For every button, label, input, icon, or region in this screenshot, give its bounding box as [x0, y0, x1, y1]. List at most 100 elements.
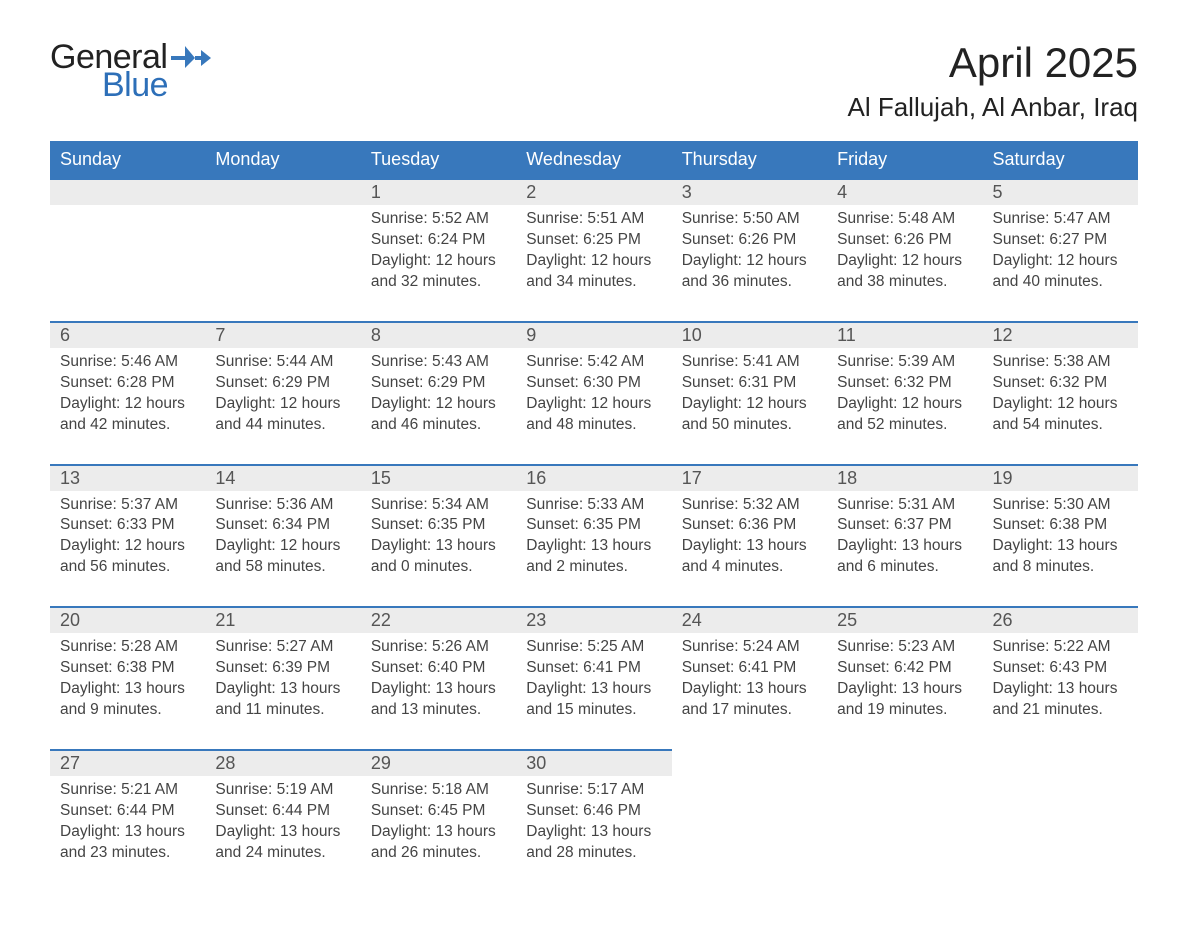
sunrise-line: Sunrise: 5:28 AM — [60, 637, 195, 658]
daylight-line: Daylight: 12 hours and 54 minutes. — [993, 394, 1128, 436]
daylight-line: Daylight: 13 hours and 2 minutes. — [526, 536, 661, 578]
day-number-cell: 12 — [983, 322, 1138, 348]
daylight-line: Daylight: 12 hours and 56 minutes. — [60, 536, 195, 578]
day-number-cell: 29 — [361, 750, 516, 776]
day-number-cell — [983, 750, 1138, 776]
week-daynum-row: 13141516171819 — [50, 465, 1138, 491]
day-data-cell: Sunrise: 5:28 AMSunset: 6:38 PMDaylight:… — [50, 633, 205, 750]
day-number-cell — [50, 179, 205, 205]
sunrise-line: Sunrise: 5:21 AM — [60, 780, 195, 801]
day-number-cell: 27 — [50, 750, 205, 776]
sunset-line: Sunset: 6:38 PM — [60, 658, 195, 679]
daylight-line: Daylight: 13 hours and 24 minutes. — [215, 822, 350, 864]
daylight-line: Daylight: 12 hours and 40 minutes. — [993, 251, 1128, 293]
sunset-line: Sunset: 6:26 PM — [837, 230, 972, 251]
day-data-cell: Sunrise: 5:52 AMSunset: 6:24 PMDaylight:… — [361, 205, 516, 322]
sunrise-line: Sunrise: 5:47 AM — [993, 209, 1128, 230]
sunset-line: Sunset: 6:27 PM — [993, 230, 1128, 251]
brand-word-blue: Blue — [102, 68, 168, 102]
sunset-line: Sunset: 6:29 PM — [215, 373, 350, 394]
weekday-header: Sunday — [50, 141, 205, 179]
sunset-line: Sunset: 6:35 PM — [371, 515, 506, 536]
week-data-row: Sunrise: 5:46 AMSunset: 6:28 PMDaylight:… — [50, 348, 1138, 465]
day-data-cell: Sunrise: 5:48 AMSunset: 6:26 PMDaylight:… — [827, 205, 982, 322]
sunrise-line: Sunrise: 5:32 AM — [682, 495, 817, 516]
brand-logo: General Blue — [50, 40, 213, 102]
day-number-cell: 15 — [361, 465, 516, 491]
day-data-cell: Sunrise: 5:51 AMSunset: 6:25 PMDaylight:… — [516, 205, 671, 322]
calendar-table: SundayMondayTuesdayWednesdayThursdayFrid… — [50, 141, 1138, 891]
day-data-cell: Sunrise: 5:42 AMSunset: 6:30 PMDaylight:… — [516, 348, 671, 465]
day-data-cell — [672, 776, 827, 892]
day-number-cell: 18 — [827, 465, 982, 491]
sunrise-line: Sunrise: 5:34 AM — [371, 495, 506, 516]
day-number-cell: 7 — [205, 322, 360, 348]
day-data-cell: Sunrise: 5:18 AMSunset: 6:45 PMDaylight:… — [361, 776, 516, 892]
daylight-line: Daylight: 12 hours and 52 minutes. — [837, 394, 972, 436]
day-number-cell: 14 — [205, 465, 360, 491]
daylight-line: Daylight: 13 hours and 11 minutes. — [215, 679, 350, 721]
day-number-cell: 17 — [672, 465, 827, 491]
sunrise-line: Sunrise: 5:26 AM — [371, 637, 506, 658]
month-title: April 2025 — [847, 40, 1138, 86]
day-data-cell: Sunrise: 5:25 AMSunset: 6:41 PMDaylight:… — [516, 633, 671, 750]
day-data-cell: Sunrise: 5:38 AMSunset: 6:32 PMDaylight:… — [983, 348, 1138, 465]
sunset-line: Sunset: 6:45 PM — [371, 801, 506, 822]
sunset-line: Sunset: 6:24 PM — [371, 230, 506, 251]
weekday-header: Tuesday — [361, 141, 516, 179]
day-number-cell: 11 — [827, 322, 982, 348]
sunset-line: Sunset: 6:30 PM — [526, 373, 661, 394]
weekday-header: Friday — [827, 141, 982, 179]
day-data-cell: Sunrise: 5:41 AMSunset: 6:31 PMDaylight:… — [672, 348, 827, 465]
day-data-cell: Sunrise: 5:30 AMSunset: 6:38 PMDaylight:… — [983, 491, 1138, 608]
day-number-cell: 21 — [205, 607, 360, 633]
sunrise-line: Sunrise: 5:38 AM — [993, 352, 1128, 373]
day-number-cell: 22 — [361, 607, 516, 633]
day-number-cell — [672, 750, 827, 776]
sunset-line: Sunset: 6:46 PM — [526, 801, 661, 822]
sunrise-line: Sunrise: 5:50 AM — [682, 209, 817, 230]
week-data-row: Sunrise: 5:21 AM Sunset: 6:44 PMDaylight:… — [50, 776, 1138, 892]
sunset-line: Sunset: 6:44 PM — [215, 801, 350, 822]
sunrise-line: Sunrise: 5:36 AM — [215, 495, 350, 516]
sunset-line: Sunset: 6:34 PM — [215, 515, 350, 536]
day-number-cell: 28 — [205, 750, 360, 776]
daylight-line: Daylight: 13 hours and 21 minutes. — [993, 679, 1128, 721]
day-data-cell: Sunrise: 5:24 AMSunset: 6:41 PMDaylight:… — [672, 633, 827, 750]
day-number-cell: 10 — [672, 322, 827, 348]
daylight-line: Daylight: 12 hours and 58 minutes. — [215, 536, 350, 578]
sunset-line: Sunset: 6:31 PM — [682, 373, 817, 394]
day-number-cell: 13 — [50, 465, 205, 491]
day-number-cell: 6 — [50, 322, 205, 348]
day-data-cell: Sunrise: 5:36 AMSunset: 6:34 PMDaylight:… — [205, 491, 360, 608]
week-daynum-row: 20212223242526 — [50, 607, 1138, 633]
day-data-cell: Sunrise: 5:33 AMSunset: 6:35 PMDaylight:… — [516, 491, 671, 608]
sunrise-line: Sunrise: 5:37 AM — [60, 495, 195, 516]
sunset-line: Sunset: 6:28 PM — [60, 373, 195, 394]
sunrise-line: Sunrise: 5:42 AM — [526, 352, 661, 373]
sunrise-line: Sunrise: 5:18 AM — [371, 780, 506, 801]
sunset-line: Sunset: 6:37 PM — [837, 515, 972, 536]
day-number-cell: 23 — [516, 607, 671, 633]
day-number-cell: 4 — [827, 179, 982, 205]
daylight-line: Daylight: 12 hours and 44 minutes. — [215, 394, 350, 436]
sunrise-line: Sunrise: 5:41 AM — [682, 352, 817, 373]
daylight-line: Daylight: 12 hours and 36 minutes. — [682, 251, 817, 293]
sunrise-line: Sunrise: 5:39 AM — [837, 352, 972, 373]
day-data-cell — [205, 205, 360, 322]
sunset-line: Sunset: 6:33 PM — [60, 515, 195, 536]
day-number-cell: 8 — [361, 322, 516, 348]
day-number-cell — [827, 750, 982, 776]
sunrise-line: Sunrise: 5:22 AM — [993, 637, 1128, 658]
title-block: April 2025 Al Fallujah, Al Anbar, Iraq — [847, 40, 1138, 123]
day-data-cell: Sunrise: 5:17 AMSunset: 6:46 PMDaylight:… — [516, 776, 671, 892]
sunrise-line: Sunrise: 5:17 AM — [526, 780, 661, 801]
day-data-cell: Sunrise: 5:32 AMSunset: 6:36 PMDaylight:… — [672, 491, 827, 608]
day-data-cell: Sunrise: 5:50 AMSunset: 6:26 PMDaylight:… — [672, 205, 827, 322]
sunset-line: Sunset: 6:35 PM — [526, 515, 661, 536]
day-data-cell: Sunrise: 5:46 AMSunset: 6:28 PMDaylight:… — [50, 348, 205, 465]
daylight-line: Daylight: 13 hours and 9 minutes. — [60, 679, 195, 721]
day-data-cell: Sunrise: 5:21 AMSunset: 6:44 PMDaylight:… — [50, 776, 205, 892]
sunrise-line: Sunrise: 5:52 AM — [371, 209, 506, 230]
weekday-header: Saturday — [983, 141, 1138, 179]
